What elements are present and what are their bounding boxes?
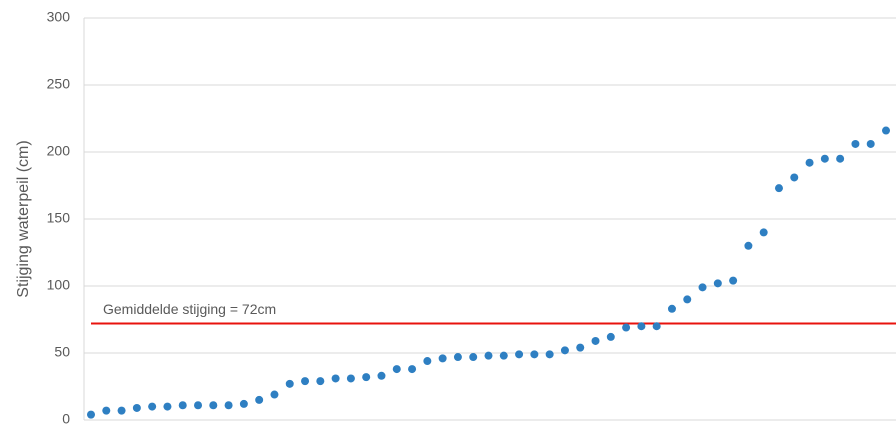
point xyxy=(438,354,447,363)
y-tick-label: 0 xyxy=(62,411,70,424)
point xyxy=(652,322,661,331)
point xyxy=(820,154,829,163)
point xyxy=(882,126,890,135)
point xyxy=(316,377,325,386)
point xyxy=(851,139,860,148)
point xyxy=(163,402,172,411)
point xyxy=(622,323,631,332)
point xyxy=(102,406,111,415)
y-tick-label: 200 xyxy=(47,143,71,159)
point xyxy=(836,154,845,163)
point xyxy=(759,228,768,237)
y-axis-label: Stijging waterpeil (cm) xyxy=(15,140,32,297)
point xyxy=(453,353,462,362)
point xyxy=(713,279,722,288)
y-tick-label: 150 xyxy=(47,210,71,226)
point xyxy=(576,343,585,352)
point xyxy=(484,351,493,360)
point xyxy=(560,346,569,355)
point xyxy=(423,357,432,366)
point xyxy=(774,184,783,193)
point xyxy=(392,365,401,374)
point xyxy=(87,410,95,419)
point xyxy=(377,371,386,380)
point xyxy=(270,390,279,399)
point xyxy=(499,351,508,360)
point xyxy=(667,304,676,313)
point xyxy=(301,377,310,386)
point xyxy=(469,353,478,362)
point xyxy=(255,395,264,404)
point xyxy=(239,399,248,408)
point xyxy=(866,139,875,148)
point xyxy=(178,401,187,410)
point xyxy=(805,158,814,167)
y-tick-label: 300 xyxy=(47,9,71,25)
point xyxy=(285,379,294,388)
point xyxy=(362,373,371,382)
point xyxy=(346,374,355,383)
point xyxy=(515,350,524,359)
point xyxy=(545,350,554,359)
point xyxy=(132,403,141,412)
point xyxy=(698,283,707,292)
point xyxy=(148,402,157,411)
point xyxy=(224,401,233,410)
point xyxy=(209,401,218,410)
point xyxy=(606,332,615,341)
y-tick-label: 250 xyxy=(47,76,71,92)
point xyxy=(637,322,646,331)
point xyxy=(117,406,126,415)
reference-label: Gemiddelde stijging = 72cm xyxy=(103,301,276,317)
point xyxy=(790,173,799,182)
point xyxy=(194,401,203,410)
y-tick-label: 50 xyxy=(54,344,70,360)
point xyxy=(744,241,753,250)
point xyxy=(729,276,738,285)
point xyxy=(530,350,539,359)
point xyxy=(591,336,600,345)
point xyxy=(683,295,692,304)
y-tick-label: 100 xyxy=(47,277,71,293)
point xyxy=(331,374,340,383)
point xyxy=(408,365,417,374)
